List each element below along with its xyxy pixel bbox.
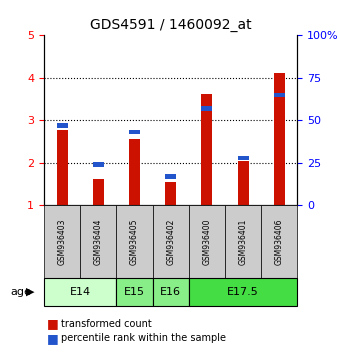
- Text: GSM936402: GSM936402: [166, 218, 175, 265]
- Bar: [201, 106, 212, 110]
- Text: E14: E14: [70, 287, 91, 297]
- Bar: [56, 123, 68, 127]
- Text: transformed count: transformed count: [61, 319, 151, 329]
- Text: GSM936400: GSM936400: [202, 218, 211, 265]
- Text: E17.5: E17.5: [227, 287, 259, 297]
- Text: ■: ■: [47, 332, 59, 344]
- Text: GSM936401: GSM936401: [239, 218, 248, 265]
- Bar: [274, 93, 285, 97]
- Bar: [165, 174, 176, 178]
- Bar: [201, 94, 212, 205]
- Text: GSM936405: GSM936405: [130, 218, 139, 265]
- Bar: [238, 156, 248, 160]
- Text: E16: E16: [160, 287, 181, 297]
- Text: percentile rank within the sample: percentile rank within the sample: [61, 333, 226, 343]
- Bar: [129, 139, 140, 205]
- Text: ▶: ▶: [26, 287, 35, 297]
- Text: age: age: [10, 287, 31, 297]
- Text: E15: E15: [124, 287, 145, 297]
- Bar: [165, 182, 176, 205]
- Text: GSM936406: GSM936406: [275, 218, 284, 265]
- Title: GDS4591 / 1460092_at: GDS4591 / 1460092_at: [90, 18, 251, 32]
- Bar: [93, 178, 104, 205]
- Bar: [129, 130, 140, 135]
- Bar: [93, 162, 104, 167]
- Text: GSM936403: GSM936403: [57, 218, 67, 265]
- Bar: [274, 73, 285, 205]
- Bar: [56, 130, 68, 205]
- Text: ■: ■: [47, 318, 59, 330]
- Bar: [238, 161, 248, 205]
- Text: GSM936404: GSM936404: [94, 218, 103, 265]
